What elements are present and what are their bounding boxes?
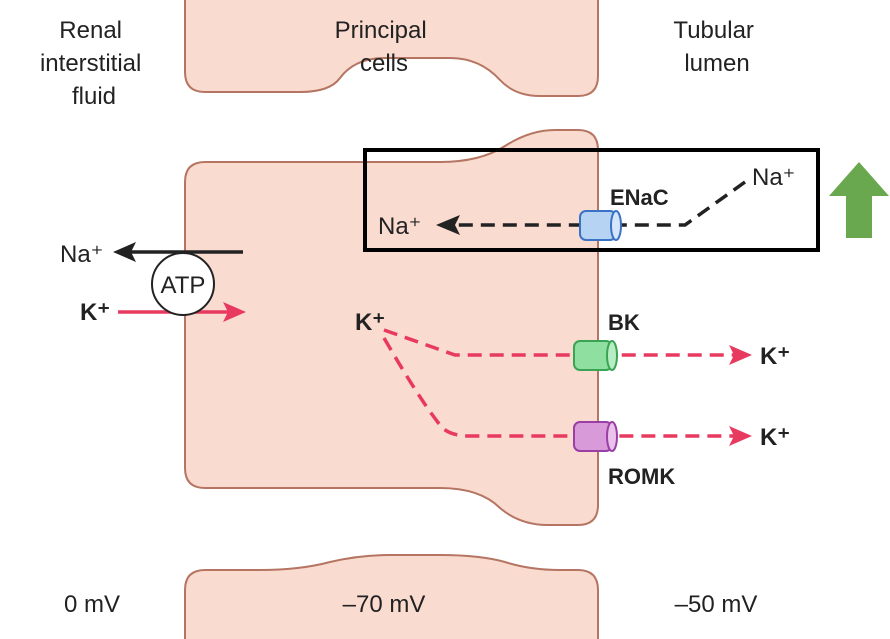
pump-na-arrowhead — [113, 242, 136, 262]
enac-na-arrowhead — [436, 215, 460, 235]
lower-cell — [184, 554, 599, 639]
bk-channel — [573, 340, 618, 371]
highlight-box — [363, 148, 820, 252]
k-cell-ion: K⁺ — [355, 309, 385, 336]
header-cells: Principal cells — [335, 17, 434, 77]
potential-cells: –70 mV — [343, 591, 426, 618]
enac-na-path — [455, 180, 747, 227]
header-interstitial: Renal interstitial fluid — [40, 17, 148, 110]
pump-k-arrowhead — [223, 302, 246, 322]
enac-na-cell: Na⁺ — [378, 213, 421, 240]
enac-channel — [579, 210, 622, 241]
k-out-bk: K⁺ — [760, 343, 790, 370]
atp-label: ATP — [161, 272, 206, 299]
pump-na-ion: Na⁺ — [60, 241, 103, 268]
pump-k-ion: K⁺ — [80, 299, 110, 326]
potential-interstitial: 0 mV — [64, 591, 120, 618]
enac-label: ENaC — [610, 185, 669, 210]
k-out-romk: K⁺ — [760, 424, 790, 451]
potential-lumen: –50 mV — [675, 591, 758, 618]
upper-cell — [184, 0, 599, 97]
enac-na-lumen: Na⁺ — [752, 164, 795, 191]
principal-cell — [184, 129, 599, 526]
header-lumen: Tubular lumen — [673, 17, 760, 77]
bk-label: BK — [608, 310, 640, 335]
romk-label: ROMK — [608, 464, 675, 489]
atp-pump — [151, 252, 215, 316]
romk-channel — [573, 421, 618, 452]
up-arrow-icon — [829, 162, 889, 238]
k-path-bk — [383, 328, 735, 357]
k-romk-arrowhead — [729, 426, 752, 446]
k-bk-arrowhead — [729, 345, 752, 365]
